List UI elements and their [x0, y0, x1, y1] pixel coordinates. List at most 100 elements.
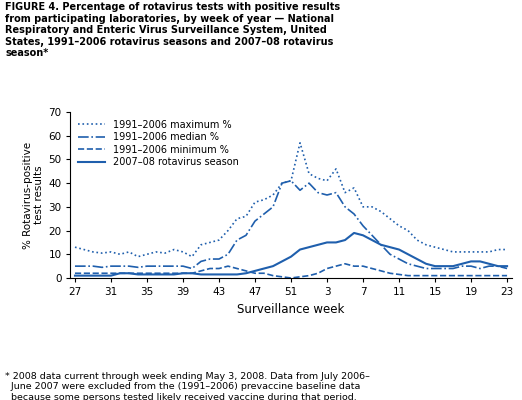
1991–2006 maximum %	[369, 204, 375, 209]
2007–08 rotavirus season	[261, 266, 267, 271]
2007–08 rotavirus season	[450, 264, 456, 268]
1991–2006 maximum %	[504, 247, 510, 252]
1991–2006 maximum %	[126, 250, 132, 254]
2007–08 rotavirus season	[180, 271, 186, 276]
2007–08 rotavirus season	[81, 273, 87, 278]
1991–2006 maximum %	[252, 200, 258, 204]
1991–2006 minimum %	[414, 273, 420, 278]
1991–2006 maximum %	[72, 245, 78, 250]
1991–2006 median %	[270, 204, 276, 209]
1991–2006 minimum %	[324, 266, 330, 271]
2007–08 rotavirus season	[387, 245, 393, 250]
1991–2006 median %	[171, 264, 177, 268]
2007–08 rotavirus season	[414, 257, 420, 262]
2007–08 rotavirus season	[135, 272, 141, 277]
2007–08 rotavirus season	[369, 238, 375, 242]
1991–2006 median %	[153, 264, 159, 268]
1991–2006 median %	[288, 178, 294, 183]
1991–2006 minimum %	[126, 271, 132, 276]
1991–2006 median %	[405, 261, 411, 266]
1991–2006 maximum %	[198, 242, 204, 247]
2007–08 rotavirus season	[396, 247, 402, 252]
1991–2006 median %	[81, 264, 87, 268]
1991–2006 minimum %	[288, 276, 294, 280]
Line: 1991–2006 maximum %: 1991–2006 maximum %	[75, 143, 507, 257]
1991–2006 minimum %	[297, 274, 303, 279]
1991–2006 maximum %	[117, 252, 123, 257]
1991–2006 maximum %	[99, 251, 105, 256]
1991–2006 median %	[234, 238, 240, 242]
1991–2006 maximum %	[90, 250, 96, 254]
1991–2006 maximum %	[387, 216, 393, 221]
1991–2006 minimum %	[486, 273, 492, 278]
Y-axis label: % Rotavirus-positive
test results: % Rotavirus-positive test results	[22, 142, 44, 248]
1991–2006 median %	[261, 212, 267, 216]
1991–2006 median %	[162, 264, 168, 268]
Line: 1991–2006 median %: 1991–2006 median %	[75, 181, 507, 268]
1991–2006 maximum %	[486, 250, 492, 254]
1991–2006 minimum %	[504, 273, 510, 278]
1991–2006 maximum %	[297, 140, 303, 145]
1991–2006 maximum %	[450, 250, 456, 254]
1991–2006 maximum %	[351, 186, 357, 190]
2007–08 rotavirus season	[171, 272, 177, 277]
1991–2006 median %	[324, 193, 330, 198]
2007–08 rotavirus season	[486, 261, 492, 266]
Line: 2007–08 rotavirus season: 2007–08 rotavirus season	[75, 233, 507, 276]
1991–2006 minimum %	[225, 264, 231, 268]
1991–2006 minimum %	[117, 271, 123, 276]
1991–2006 median %	[108, 264, 114, 268]
2007–08 rotavirus season	[432, 264, 438, 268]
1991–2006 minimum %	[108, 271, 114, 276]
1991–2006 maximum %	[108, 250, 114, 254]
1991–2006 minimum %	[432, 273, 438, 278]
1991–2006 minimum %	[342, 261, 348, 266]
1991–2006 minimum %	[81, 271, 87, 276]
2007–08 rotavirus season	[198, 272, 204, 277]
1991–2006 maximum %	[432, 245, 438, 250]
1991–2006 median %	[342, 204, 348, 209]
1991–2006 maximum %	[225, 228, 231, 233]
1991–2006 median %	[495, 264, 501, 268]
2007–08 rotavirus season	[342, 238, 348, 242]
1991–2006 median %	[432, 266, 438, 271]
1991–2006 median %	[369, 233, 375, 238]
2007–08 rotavirus season	[99, 273, 105, 278]
2007–08 rotavirus season	[126, 271, 132, 276]
1991–2006 maximum %	[288, 178, 294, 183]
2007–08 rotavirus season	[288, 254, 294, 259]
1991–2006 median %	[396, 257, 402, 262]
1991–2006 median %	[387, 252, 393, 257]
1991–2006 minimum %	[189, 271, 195, 276]
1991–2006 maximum %	[360, 204, 366, 209]
1991–2006 maximum %	[234, 216, 240, 221]
1991–2006 maximum %	[261, 197, 267, 202]
2007–08 rotavirus season	[324, 240, 330, 245]
1991–2006 maximum %	[459, 250, 465, 254]
1991–2006 maximum %	[468, 250, 474, 254]
2007–08 rotavirus season	[351, 230, 357, 235]
1991–2006 maximum %	[270, 193, 276, 198]
1991–2006 median %	[351, 212, 357, 216]
2007–08 rotavirus season	[243, 271, 249, 276]
1991–2006 maximum %	[342, 190, 348, 195]
1991–2006 maximum %	[216, 238, 222, 242]
1991–2006 minimum %	[270, 273, 276, 278]
1991–2006 minimum %	[261, 271, 267, 276]
2007–08 rotavirus season	[405, 252, 411, 257]
2007–08 rotavirus season	[162, 272, 168, 277]
1991–2006 minimum %	[477, 273, 483, 278]
1991–2006 median %	[207, 257, 213, 262]
1991–2006 maximum %	[333, 166, 339, 171]
1991–2006 minimum %	[333, 264, 339, 268]
1991–2006 minimum %	[387, 271, 393, 276]
2007–08 rotavirus season	[90, 273, 96, 278]
1991–2006 median %	[198, 259, 204, 264]
1991–2006 maximum %	[189, 254, 195, 259]
1991–2006 median %	[72, 264, 78, 268]
1991–2006 minimum %	[99, 271, 105, 276]
1991–2006 median %	[360, 224, 366, 228]
2007–08 rotavirus season	[477, 259, 483, 264]
1991–2006 maximum %	[441, 247, 447, 252]
1991–2006 minimum %	[360, 264, 366, 268]
